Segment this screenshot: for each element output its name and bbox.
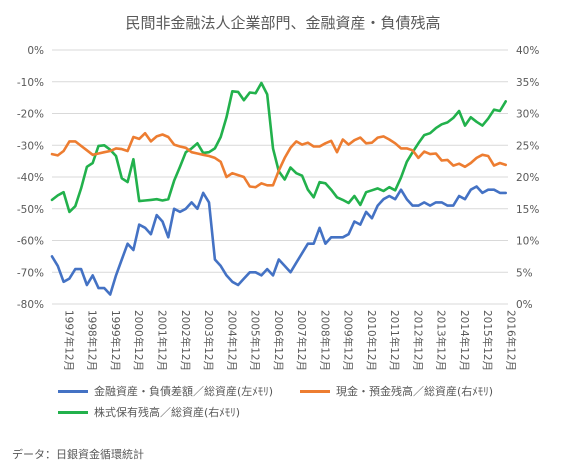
series-line-2 <box>50 81 508 214</box>
left-tick-label: 0% <box>27 45 44 57</box>
right-tick-label: 25% <box>516 140 539 152</box>
legend-swatch-green <box>58 410 88 414</box>
right-tick-label: 30% <box>516 109 539 121</box>
x-tick-label: 2002年12月 <box>179 310 192 371</box>
x-tick-label: 2011年12月 <box>388 310 401 371</box>
left-tick-label: -60% <box>17 236 44 248</box>
source-note: データ：日銀資金循環統計 <box>12 448 144 461</box>
left-tick-label: -70% <box>17 267 44 279</box>
legend-label-cash-deposits: 現金・預金残高／総資産(右ﾒﾓﾘ) <box>336 385 494 398</box>
x-tick-label: 1997年12月 <box>62 310 75 371</box>
legend-swatch-orange <box>300 389 330 393</box>
left-tick-label: -80% <box>17 299 44 311</box>
x-tick-label: 2012年12月 <box>411 310 424 371</box>
x-tick-label: 2004年12月 <box>225 310 238 371</box>
x-tick-label: 2006年12月 <box>272 310 285 371</box>
chart-title: 民間非金融法人企業部門、金融資産・負債残高 <box>125 14 441 32</box>
x-tick-label: 2009年12月 <box>342 310 355 371</box>
x-tick-label: 2007年12月 <box>295 310 308 371</box>
legend-item-cash-deposits: 現金・預金残高／総資産(右ﾒﾓﾘ) <box>300 383 493 399</box>
right-tick-label: 10% <box>516 236 539 248</box>
legend-label-financial-balance: 金融資産・負債差額／総資産(左ﾒﾓﾘ) <box>94 385 274 398</box>
right-tick-label: 20% <box>516 172 539 184</box>
x-tick-label: 2003年12月 <box>202 310 215 371</box>
x-tick-label: 1999年12月 <box>109 310 122 371</box>
x-axis: 1997年12月 1998年12月 1999年12月 2000年12月 2001年12月… <box>62 310 517 371</box>
series-line-1 <box>50 131 508 189</box>
legend-label-equity-holdings: 株式保有残高／総資産(右ﾒﾓﾘ) <box>94 406 241 419</box>
right-tick-label: 40% <box>516 45 539 57</box>
series-line-0 <box>50 185 508 296</box>
grid-lines <box>52 49 508 305</box>
left-tick-label: -50% <box>17 204 44 216</box>
legend-swatch-blue <box>58 389 88 393</box>
left-y-axis: 0% -10% -20% -30% -40% -50% -60% -70% -80% <box>17 45 44 311</box>
x-tick-label: 2014年12月 <box>458 310 471 371</box>
series-lines <box>50 81 508 296</box>
x-tick-label: 2016年12月 <box>504 310 517 371</box>
right-tick-label: 35% <box>516 77 539 89</box>
left-tick-label: -40% <box>17 172 44 184</box>
legend-item-financial-balance: 金融資産・負債差額／総資産(左ﾒﾓﾘ) <box>58 383 273 399</box>
left-tick-label: -20% <box>17 109 44 121</box>
x-tick-label: 2001年12月 <box>156 310 169 371</box>
x-tick-label: 2015年12月 <box>481 310 494 371</box>
x-tick-label: 1998年12月 <box>86 310 99 371</box>
legend-item-equity-holdings: 株式保有残高／総資産(右ﾒﾓﾘ) <box>58 404 240 420</box>
left-tick-label: -30% <box>17 140 44 152</box>
right-tick-label: 15% <box>516 204 539 216</box>
right-tick-label: 5% <box>516 267 533 279</box>
right-y-axis: 40% 35% 30% 25% 20% 15% 10% 5% 0% <box>516 45 539 311</box>
x-tick-label: 2013年12月 <box>435 310 448 371</box>
x-tick-label: 2008年12月 <box>318 310 331 371</box>
right-tick-label: 0% <box>516 299 533 311</box>
x-tick-label: 2000年12月 <box>132 310 145 371</box>
x-tick-label: 2010年12月 <box>365 310 378 371</box>
x-tick-label: 2005年12月 <box>249 310 262 371</box>
left-tick-label: -10% <box>17 77 44 89</box>
